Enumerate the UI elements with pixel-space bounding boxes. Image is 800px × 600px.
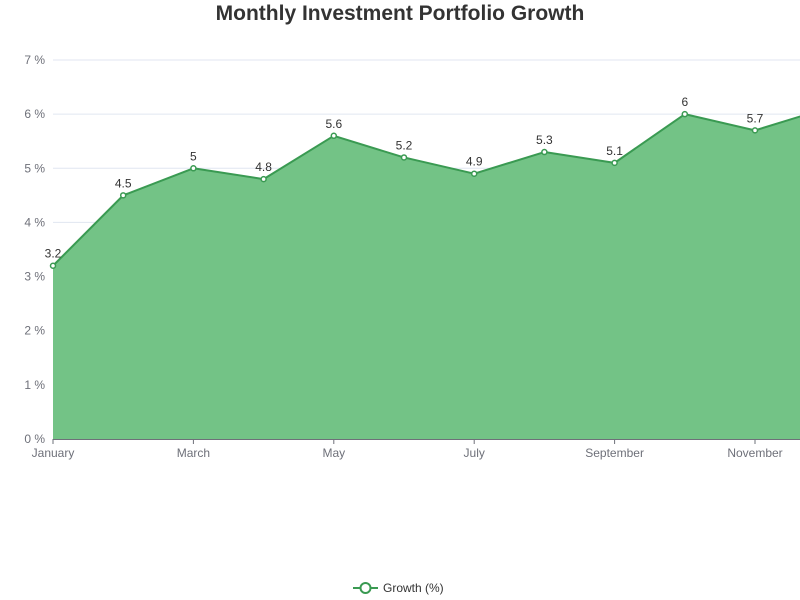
x-tick-label: November xyxy=(727,446,782,460)
data-point xyxy=(330,132,338,140)
data-point xyxy=(470,170,478,177)
data-point xyxy=(681,110,689,118)
y-tick-label: 4 % xyxy=(24,215,45,229)
y-tick-label: 6 % xyxy=(24,107,45,121)
data-label: 3.2 xyxy=(45,247,62,261)
data-point xyxy=(400,154,408,161)
x-tick-label: September xyxy=(585,446,644,460)
data-point xyxy=(260,175,267,183)
legend-marker xyxy=(359,582,372,594)
series-line xyxy=(52,113,800,267)
data-point xyxy=(751,127,759,134)
x-tick-label: May xyxy=(322,446,345,460)
legend-label: Growth (%) xyxy=(383,581,444,595)
data-label: 4.8 xyxy=(255,160,272,174)
data-label: 5.6 xyxy=(325,117,342,131)
series-area xyxy=(53,114,800,439)
data-point xyxy=(541,148,548,156)
x-tick-label: March xyxy=(177,446,210,460)
x-tick-label: January xyxy=(32,446,75,460)
chart-title: Monthly Investment Portfolio Growth xyxy=(216,2,585,25)
y-tick-label: 2 % xyxy=(24,324,45,338)
data-label: 5.3 xyxy=(536,133,553,147)
y-tick-label: 5 % xyxy=(24,161,45,175)
x-tick-label: July xyxy=(464,446,485,460)
data-label: 5.1 xyxy=(606,144,623,158)
data-point xyxy=(611,159,618,167)
data-label: 5.2 xyxy=(396,138,413,152)
y-tick-label: 3 % xyxy=(24,270,45,284)
data-point xyxy=(119,192,127,199)
data-label: 5.7 xyxy=(747,111,764,125)
data-point xyxy=(49,262,57,269)
data-label: 6 xyxy=(681,95,688,109)
data-label: 4.5 xyxy=(115,176,132,190)
y-tick-label: 0 % xyxy=(24,432,45,446)
data-point xyxy=(190,165,197,172)
legend[interactable]: Growth (%) xyxy=(353,581,444,595)
data-label: 4.9 xyxy=(466,155,483,169)
area-layer xyxy=(52,113,800,439)
data-label: 5 xyxy=(190,149,197,163)
y-tick-label: 7 % xyxy=(24,53,45,67)
axes: 0 % 1 % 2 % 3 % 4 % 5 % 6 % 7 % January March May J… xyxy=(24,53,800,460)
data-labels: 3.2 4.5 5 4.8 5.6 5.2 4.9 5.3 5.1 6 5.7 xyxy=(45,95,764,261)
y-tick-label: 1 % xyxy=(24,378,45,392)
points xyxy=(49,110,759,269)
